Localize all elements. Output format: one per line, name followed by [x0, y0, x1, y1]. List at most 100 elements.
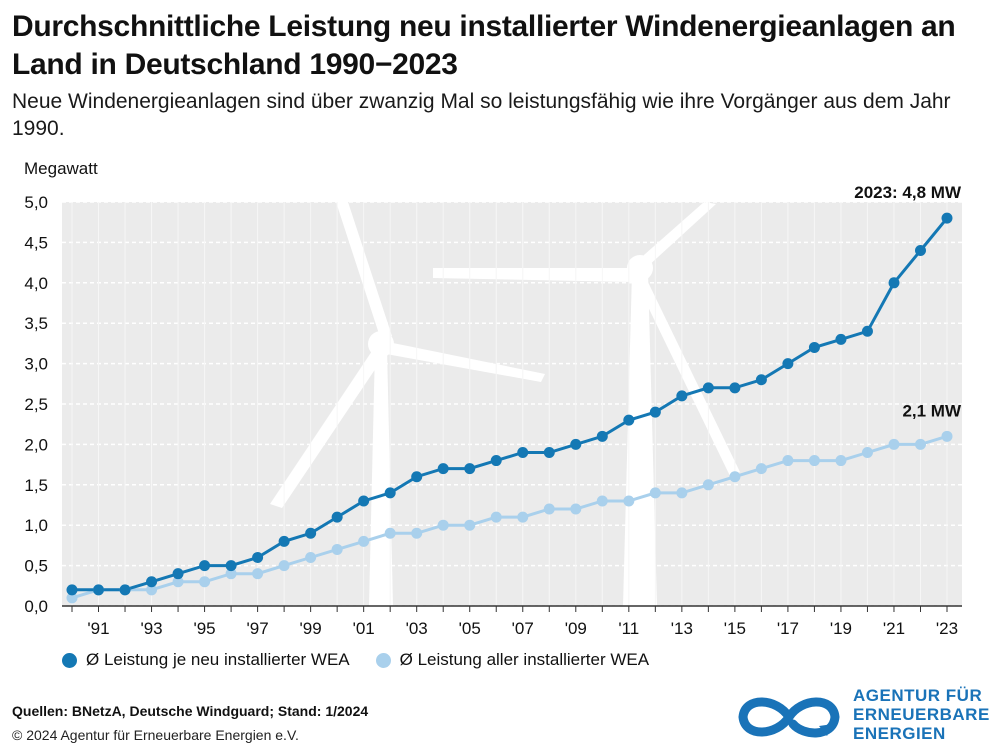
- data-point-new: [331, 511, 343, 523]
- data-point-all: [146, 584, 158, 596]
- x-tick-label: '09: [565, 619, 587, 638]
- data-point-all: [66, 592, 78, 604]
- logo-line-2: ERNEUERBARE: [853, 705, 990, 724]
- data-point-new: [861, 325, 873, 337]
- series-lines: [71, 217, 949, 600]
- data-point-new: [835, 333, 847, 345]
- data-point-new: [172, 568, 184, 580]
- legend: Ø Leistung je neu installierter WEA Ø Le…: [62, 650, 649, 670]
- y-tick-label: 2,5: [24, 395, 48, 414]
- data-point-all: [225, 568, 237, 580]
- data-point-new: [119, 584, 131, 596]
- x-tick-label: '91: [87, 619, 109, 638]
- data-point-new: [941, 212, 953, 224]
- y-tick-label: 0,0: [24, 597, 48, 616]
- data-point-new: [278, 535, 290, 547]
- data-point-all: [914, 438, 926, 450]
- y-axis-label: Megawatt: [24, 159, 98, 178]
- series-line-all: [71, 434, 948, 600]
- turbine-blade: [270, 348, 384, 508]
- y-tick-label: 5,0: [24, 193, 48, 212]
- turbine-blade: [636, 278, 740, 476]
- infinity-icon: [738, 697, 840, 738]
- data-point-all: [464, 519, 476, 531]
- x-tick-label: '17: [777, 619, 799, 638]
- x-tick-label: '01: [353, 619, 375, 638]
- data-point-all: [199, 576, 211, 588]
- turbine-right: [433, 202, 740, 606]
- turbine-tower: [623, 272, 657, 606]
- data-point-all: [676, 487, 688, 499]
- data-point-all: [623, 495, 635, 507]
- line-chart: 0,0 0,5 1,0 1,5 2,0 2,5 3,0 3,5 4,0 4,5 5,0 '91 '93…: [24, 159, 962, 638]
- aee-logo: AGENTUR FÜR ERNEUERBARE ENERGIEN: [733, 686, 993, 748]
- data-point-new: [517, 446, 529, 458]
- annotation-all: 2,1 MW: [902, 401, 962, 420]
- data-point-all: [596, 495, 608, 507]
- x-tick-label: '21: [883, 619, 905, 638]
- data-point-all: [782, 455, 794, 467]
- y-tick-label: 4,0: [24, 274, 48, 293]
- x-tick-label: '97: [247, 619, 269, 638]
- data-point-new: [888, 277, 900, 289]
- x-tick-label: '13: [671, 619, 693, 638]
- data-point-new: [464, 463, 476, 475]
- x-tick-label: '19: [830, 619, 852, 638]
- legend-marker-new: [62, 652, 77, 668]
- data-point-all: [358, 535, 370, 547]
- data-point-all: [649, 487, 661, 499]
- data-point-all: [384, 527, 396, 539]
- chart-subtitle: Neue Windenergieanlagen sind über zwanzi…: [12, 90, 951, 140]
- logo-line-1: AGENTUR FÜR: [853, 686, 983, 705]
- data-point-new: [570, 438, 582, 450]
- logo-wordmark: AGENTUR FÜR ERNEUERBARE ENERGIEN: [853, 686, 990, 743]
- y-tick-label: 1,5: [24, 476, 48, 495]
- data-point-new: [411, 471, 423, 483]
- data-point-all: [172, 576, 184, 588]
- x-tick-label: '23: [936, 619, 958, 638]
- y-tick-label: 0,5: [24, 557, 48, 576]
- data-point-all: [252, 568, 264, 580]
- data-point-all: [543, 503, 555, 515]
- x-tick-label: '15: [724, 619, 746, 638]
- turbine-hub: [368, 331, 394, 357]
- data-point-new: [649, 406, 661, 418]
- turbine-left: [270, 202, 545, 606]
- data-point-new: [437, 463, 449, 475]
- data-point-new: [729, 382, 741, 394]
- x-tick-label: '05: [459, 619, 481, 638]
- data-point-all: [888, 438, 900, 450]
- data-point-new: [358, 495, 370, 507]
- data-point-new: [543, 446, 555, 458]
- x-tick-label: '03: [406, 619, 428, 638]
- wind-turbine-illustration: [270, 202, 740, 606]
- series-points: [66, 212, 953, 604]
- turbine-blade: [636, 202, 716, 268]
- legend-marker-all: [375, 652, 391, 668]
- annotations: 2023: 4,8 MW 2,1 MW: [854, 183, 962, 420]
- turbine-blade: [386, 342, 545, 382]
- x-tick-label: '95: [193, 619, 215, 638]
- data-point-new: [676, 390, 688, 402]
- data-point-all: [490, 511, 502, 523]
- data-point-all: [305, 552, 317, 564]
- x-tick-label: '11: [618, 619, 639, 638]
- turbine-tower: [369, 348, 393, 606]
- legend-label-all: Ø Leistung aller installierter WEA: [399, 650, 650, 669]
- chart-title: Durchschnittliche Leistung neu installie…: [12, 10, 956, 81]
- turbine-blade: [433, 268, 632, 282]
- data-point-all: [835, 455, 847, 467]
- data-point-all: [808, 455, 820, 467]
- data-point-new: [384, 487, 396, 499]
- y-axis-ticks: 0,0 0,5 1,0 1,5 2,0 2,5 3,0 3,5 4,0 4,5 5,0: [24, 193, 48, 616]
- legend-label-new: Ø Leistung je neu installierter WEA: [86, 650, 350, 669]
- data-point-new: [702, 382, 714, 394]
- data-point-new: [755, 374, 767, 386]
- data-point-all: [517, 511, 529, 523]
- turbine-hub: [627, 255, 653, 281]
- data-point-new: [808, 341, 820, 353]
- data-point-all: [702, 479, 714, 491]
- data-point-all: [437, 519, 449, 531]
- legend-item-new: Ø Leistung je neu installierter WEA: [62, 650, 350, 670]
- sources-note: Quellen: BNetzA, Deutsche Windguard; Sta…: [12, 703, 369, 719]
